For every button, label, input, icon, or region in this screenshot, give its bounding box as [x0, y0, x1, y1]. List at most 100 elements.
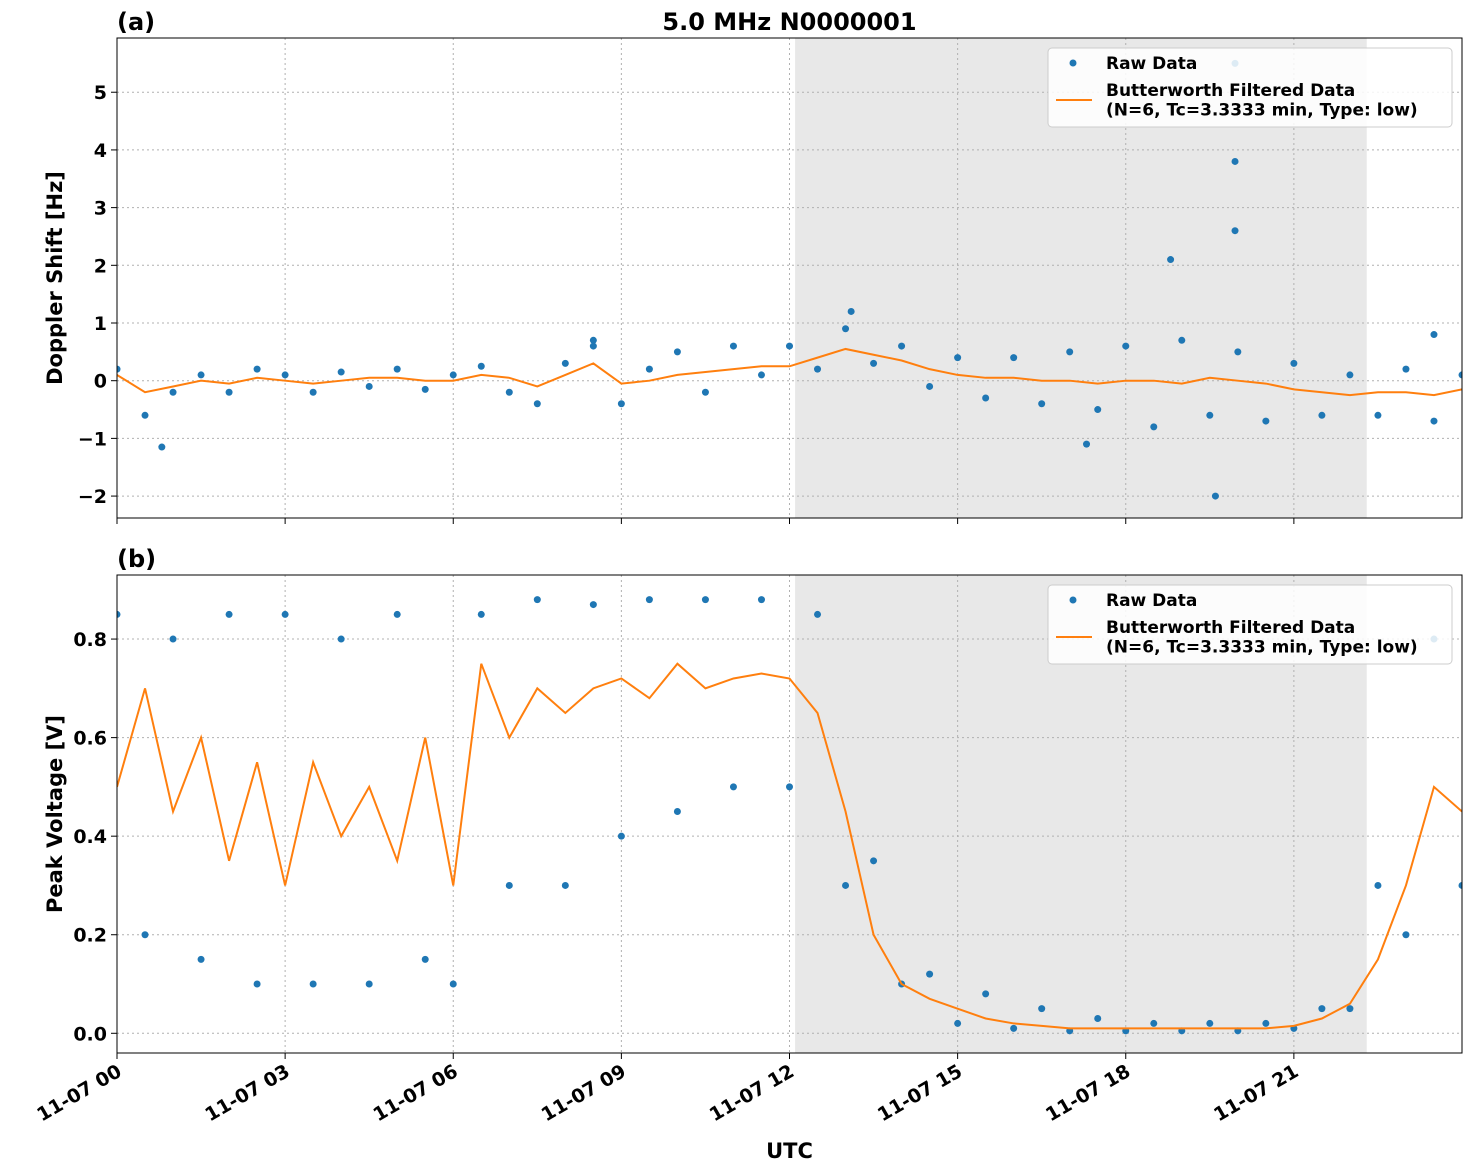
raw-point	[117, 365, 121, 373]
y-tick-label: 0.0	[73, 1023, 107, 1045]
y-tick-label: 0.2	[73, 925, 107, 947]
raw-point	[253, 365, 261, 373]
raw-point	[814, 365, 822, 373]
raw-point	[1231, 157, 1239, 165]
raw-point	[1374, 411, 1382, 419]
legend-label: Raw Data	[1106, 54, 1197, 74]
y-tick-label: 5	[94, 82, 107, 104]
raw-point	[814, 610, 822, 618]
raw-point	[729, 342, 737, 350]
raw-point	[1318, 1005, 1326, 1013]
raw-point	[1122, 342, 1130, 350]
raw-point	[1231, 227, 1239, 235]
y-tick-label: 2	[94, 255, 107, 277]
raw-point	[533, 596, 541, 604]
raw-point	[1094, 406, 1102, 414]
raw-point	[729, 783, 737, 791]
raw-point	[225, 388, 233, 396]
raw-point	[589, 601, 597, 609]
raw-point	[158, 443, 166, 451]
y-tick-label: 0.8	[73, 629, 107, 651]
raw-point	[197, 955, 205, 963]
y-tick-label: 4	[94, 140, 107, 162]
raw-point	[477, 610, 485, 618]
raw-point	[617, 832, 625, 840]
raw-point	[701, 596, 709, 604]
raw-point	[421, 385, 429, 393]
raw-point	[141, 411, 149, 419]
chart-title: 5.0 MHz N0000001	[662, 8, 916, 36]
y-tick-label: 0	[94, 371, 107, 393]
axes-frame	[116, 37, 1463, 519]
raw-point	[926, 970, 934, 978]
raw-point	[533, 400, 541, 408]
raw-point	[1038, 1005, 1046, 1013]
raw-point	[365, 980, 373, 988]
plot-area	[117, 596, 1462, 1035]
raw-point	[1262, 417, 1270, 425]
y-axis-label: Peak Voltage [V]	[43, 715, 67, 913]
y-tick-label: 3	[94, 198, 107, 220]
legend-box	[1047, 47, 1453, 128]
raw-point	[926, 382, 934, 390]
legend-label: Butterworth Filtered Data (N=6, Tc=3.3333…	[1106, 618, 1418, 658]
raw-point	[1234, 348, 1242, 356]
raw-point	[1430, 417, 1438, 425]
raw-point	[757, 371, 765, 379]
raw-point	[1262, 1019, 1270, 1027]
raw-point	[337, 368, 345, 376]
raw-point	[589, 342, 597, 350]
raw-point	[1402, 931, 1410, 939]
raw-point	[393, 610, 401, 618]
raw-point	[617, 400, 625, 408]
raw-point	[786, 342, 793, 350]
raw-point	[1458, 371, 1462, 379]
raw-point	[1346, 371, 1354, 379]
raw-point	[1150, 1019, 1158, 1027]
filtered-line	[117, 347, 1462, 397]
raw-point	[870, 857, 878, 865]
raw-point	[1083, 440, 1091, 448]
raw-point	[141, 931, 149, 939]
x-tick-label: 11-07 09	[538, 1060, 630, 1126]
raw-point	[1346, 1005, 1354, 1013]
raw-point	[1066, 348, 1074, 356]
raw-point	[1094, 1015, 1102, 1023]
raw-point	[1167, 256, 1175, 264]
y-tick-label: −2	[78, 486, 107, 508]
raw-point	[225, 610, 233, 618]
x-tick-label: 11-07 18	[1042, 1060, 1134, 1126]
raw-point	[645, 596, 653, 604]
raw-point	[757, 596, 765, 604]
raw-point	[1458, 881, 1462, 889]
raw-point	[169, 635, 177, 643]
raw-point	[847, 307, 855, 315]
legend-marker	[1069, 59, 1077, 67]
x-tick-label: 11-07 15	[874, 1060, 966, 1126]
legend-label: Butterworth Filtered Data (N=6, Tc=3.3333…	[1106, 81, 1418, 121]
y-tick-label: −1	[78, 428, 107, 450]
legend-box	[1047, 584, 1453, 665]
raw-point	[449, 371, 457, 379]
raw-point	[786, 783, 793, 791]
filtered-line	[117, 662, 1462, 1030]
y-tick-label: 0.4	[73, 826, 107, 848]
raw-point	[449, 980, 457, 988]
raw-point	[645, 365, 653, 373]
raw-point	[561, 359, 569, 367]
raw-point	[477, 362, 485, 370]
raw-point	[673, 808, 681, 816]
y-axis-label: Doppler Shift [Hz]	[43, 171, 67, 385]
raw-point	[1010, 354, 1018, 362]
x-tick-label: 11-07 12	[706, 1060, 798, 1126]
raw-point	[117, 610, 121, 618]
raw-point	[1402, 365, 1410, 373]
raw-point	[982, 394, 990, 402]
raw-point	[954, 1019, 962, 1027]
raw-point	[1010, 1024, 1018, 1032]
raw-point	[1290, 359, 1298, 367]
x-tick-label: 11-07 21	[1210, 1060, 1302, 1126]
raw-point	[505, 388, 513, 396]
raw-point	[954, 354, 962, 362]
raw-point	[309, 980, 317, 988]
